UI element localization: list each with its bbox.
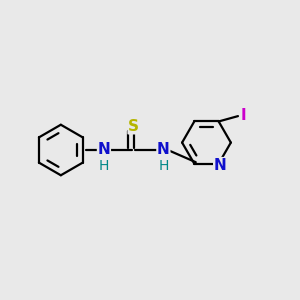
Text: S: S [128, 119, 139, 134]
Text: H: H [99, 159, 109, 173]
Text: N: N [157, 142, 170, 157]
Text: I: I [241, 108, 247, 123]
Text: H: H [158, 159, 169, 173]
Text: N: N [98, 142, 110, 157]
Text: N: N [214, 158, 226, 173]
